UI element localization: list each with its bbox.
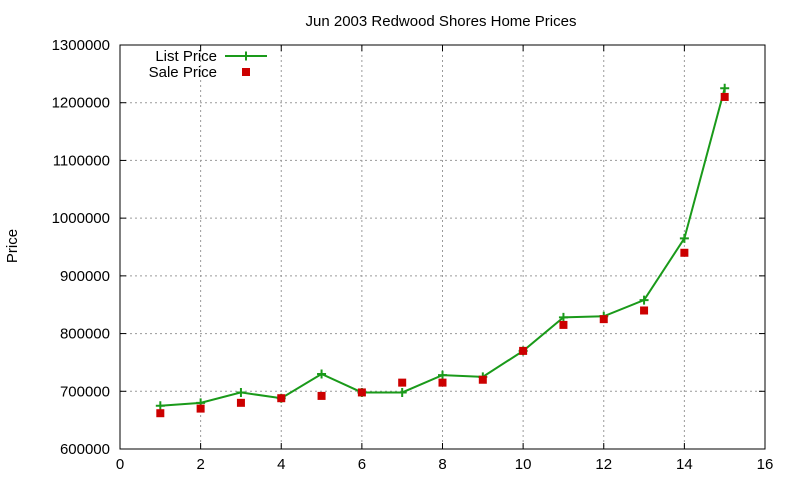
list-price-point: [720, 83, 730, 93]
legend-sample-marker: [242, 68, 250, 76]
x-tick-label: 14: [676, 456, 693, 473]
sale-price-point: [680, 248, 689, 257]
legend: List Price Sale Price: [149, 48, 267, 81]
sale-price-point: [438, 378, 447, 387]
list-price-point: [438, 370, 447, 380]
list-price-point: [639, 295, 649, 305]
sale-price-point: [478, 375, 487, 384]
x-tick-label: 16: [757, 456, 774, 473]
sale-price-point: [640, 306, 649, 315]
x-tick-label: 2: [196, 456, 204, 473]
y-axis-label: Price: [4, 229, 21, 263]
y-tick-label: 1100000: [53, 152, 110, 169]
sale-price-point: [519, 346, 528, 355]
chart-title: Jun 2003 Redwood Shores Home Prices: [306, 13, 577, 30]
x-tick-label: 10: [515, 456, 532, 473]
list-price-point: [397, 387, 407, 397]
series-layer: [155, 83, 730, 418]
list-price-point: [317, 369, 327, 379]
sale-price-point: [196, 404, 205, 413]
x-tick-label: 0: [116, 456, 124, 473]
grid-layer: [120, 45, 765, 449]
sale-price-point: [357, 388, 366, 397]
sale-price-point: [317, 391, 326, 400]
x-tick-label: 12: [595, 456, 612, 473]
sale-price-point: [277, 394, 286, 403]
legend-sample-marker: [241, 51, 251, 61]
x-tick-label: 8: [438, 456, 446, 473]
sale-price-point: [720, 92, 729, 101]
list-price-point: [155, 401, 165, 411]
list-price-point: [679, 233, 689, 243]
sale-price-point: [559, 320, 568, 329]
y-tick-label: 1000000: [52, 210, 110, 227]
legend-label-list-price: List Price: [155, 48, 217, 65]
list-price-point: [236, 387, 246, 397]
sale-price-point: [236, 398, 245, 407]
sale-price-point: [599, 315, 608, 324]
x-tick-label: 6: [358, 456, 366, 473]
y-tick-label: 1300000: [52, 37, 110, 54]
y-tick-label: 600000: [60, 441, 110, 458]
legend-label-sale-price: Sale Price: [149, 64, 217, 81]
axes-layer: 0 2 4 6 8 10 12 14 16 600000 700000 800000 900000 100…: [52, 37, 774, 473]
sale-price-point: [156, 409, 165, 418]
y-tick-label: 900000: [60, 268, 110, 285]
y-tick-label: 700000: [60, 383, 110, 400]
list-price-point: [558, 312, 568, 322]
sale-price-point: [398, 378, 407, 387]
y-tick-label: 800000: [60, 326, 110, 343]
x-tick-label: 4: [277, 456, 285, 473]
y-tick-label: 1200000: [52, 95, 110, 112]
